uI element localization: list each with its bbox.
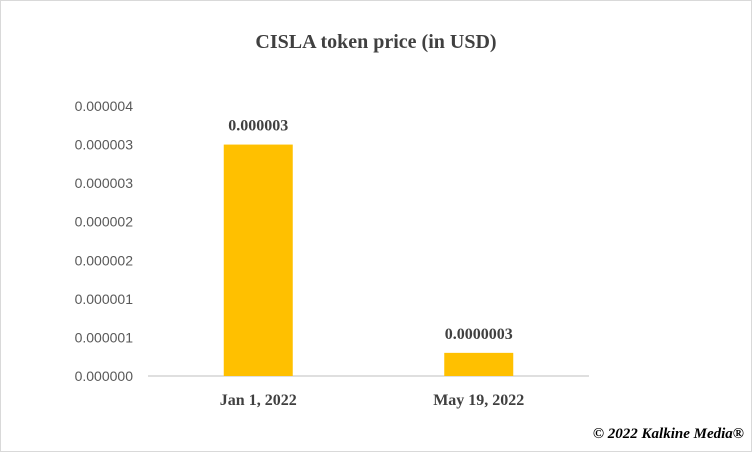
- y-tick-label: 0.000000: [75, 368, 134, 384]
- y-tick-label: 0.000003: [75, 175, 134, 191]
- y-tick-label: 0.000001: [75, 291, 134, 307]
- y-tick-label: 0.000002: [75, 214, 134, 230]
- chart-title: CISLA token price (in USD): [255, 31, 496, 53]
- x-category-label: May 19, 2022: [433, 392, 524, 409]
- copyright-text: © 2022 Kalkine Media®: [593, 426, 744, 442]
- y-tick-label: 0.000004: [75, 98, 134, 114]
- y-tick-label: 0.000002: [75, 252, 134, 268]
- data-label: 0.0000003: [445, 326, 513, 343]
- bar: [223, 144, 293, 376]
- bar: [444, 352, 514, 376]
- data-label: 0.000003: [228, 118, 288, 135]
- y-tick-label: 0.000001: [75, 329, 134, 345]
- y-tick-label: 0.000003: [75, 137, 134, 153]
- x-category-label: Jan 1, 2022: [220, 392, 297, 409]
